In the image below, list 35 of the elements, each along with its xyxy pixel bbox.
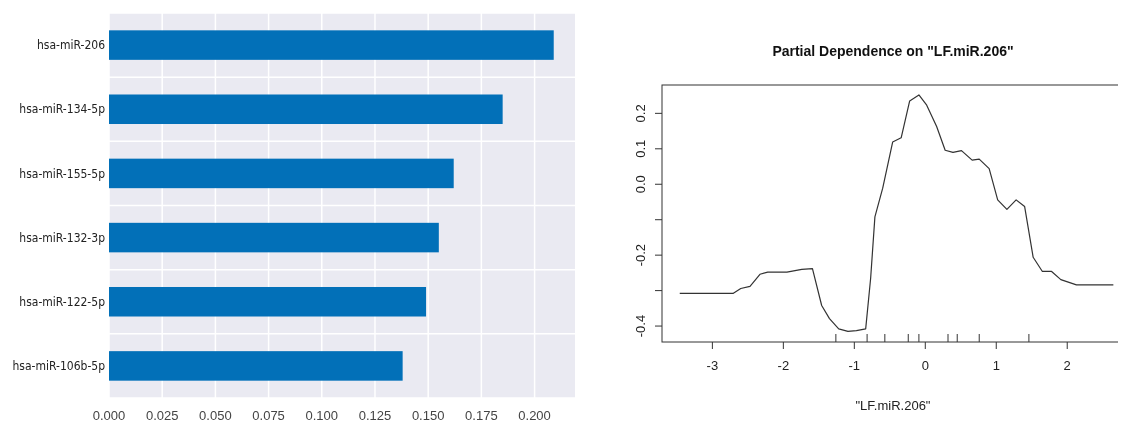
x-tick-label: 1 <box>992 358 1000 373</box>
x-tick-label: 0.175 <box>465 408 498 423</box>
y-tick-label: hsa-miR-122-5p <box>19 294 106 309</box>
bar <box>109 222 439 253</box>
x-tick-label: 0.050 <box>199 408 232 423</box>
y-tick-label: hsa-miR-134-5p <box>19 102 106 117</box>
y-tick-label: 0.2 <box>633 104 648 123</box>
x-axis-title: "LF.miR.206" <box>855 398 931 413</box>
x-tick-label: 0.125 <box>358 408 392 423</box>
x-tick-label: 0.100 <box>305 408 339 423</box>
x-tick-label: 0.025 <box>145 408 179 423</box>
x-tick-label: 0 <box>921 358 929 373</box>
y-tick-label: hsa-miR-155-5p <box>19 166 106 181</box>
y-tick-label: 0.1 <box>633 139 648 158</box>
y-tick-label: -0.4 <box>633 314 648 338</box>
bar <box>109 351 403 381</box>
y-tick-label: hsa-miR-106b-5p <box>12 359 106 374</box>
x-tick-label: -2 <box>777 358 790 373</box>
x-tick-label: -3 <box>706 358 719 373</box>
x-tick-label: 2 <box>1063 358 1071 373</box>
bar <box>109 286 427 317</box>
y-tick-label: hsa-miR-206 <box>36 38 106 53</box>
chart-title: Partial Dependence on "LF.miR.206" <box>772 43 1014 59</box>
bar <box>109 94 503 125</box>
x-tick-label: 0.150 <box>411 408 445 423</box>
y-tick-label: 0.0 <box>633 175 648 194</box>
y-tick-label: -0.2 <box>633 243 648 267</box>
x-tick-label: -1 <box>848 358 861 373</box>
x-tick-label: 0.075 <box>252 408 285 423</box>
x-tick-label: 0.000 <box>92 408 126 423</box>
bar <box>109 158 454 189</box>
line-series <box>679 94 1114 332</box>
bar <box>109 30 554 60</box>
y-tick-label: hsa-miR-132-3p <box>19 230 106 245</box>
x-tick-label: 0.200 <box>518 408 551 423</box>
